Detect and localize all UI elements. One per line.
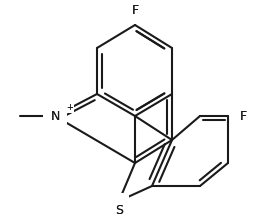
Text: F: F	[239, 110, 247, 122]
Text: N: N	[50, 110, 60, 122]
Text: S: S	[115, 203, 123, 217]
Text: F: F	[131, 4, 139, 16]
FancyBboxPatch shape	[109, 193, 129, 209]
Text: F: F	[131, 4, 139, 16]
Text: F: F	[239, 110, 247, 122]
Text: +: +	[67, 104, 73, 113]
FancyBboxPatch shape	[43, 108, 67, 124]
Text: S: S	[115, 203, 123, 217]
Text: +: +	[67, 104, 73, 113]
Text: N: N	[50, 110, 60, 122]
